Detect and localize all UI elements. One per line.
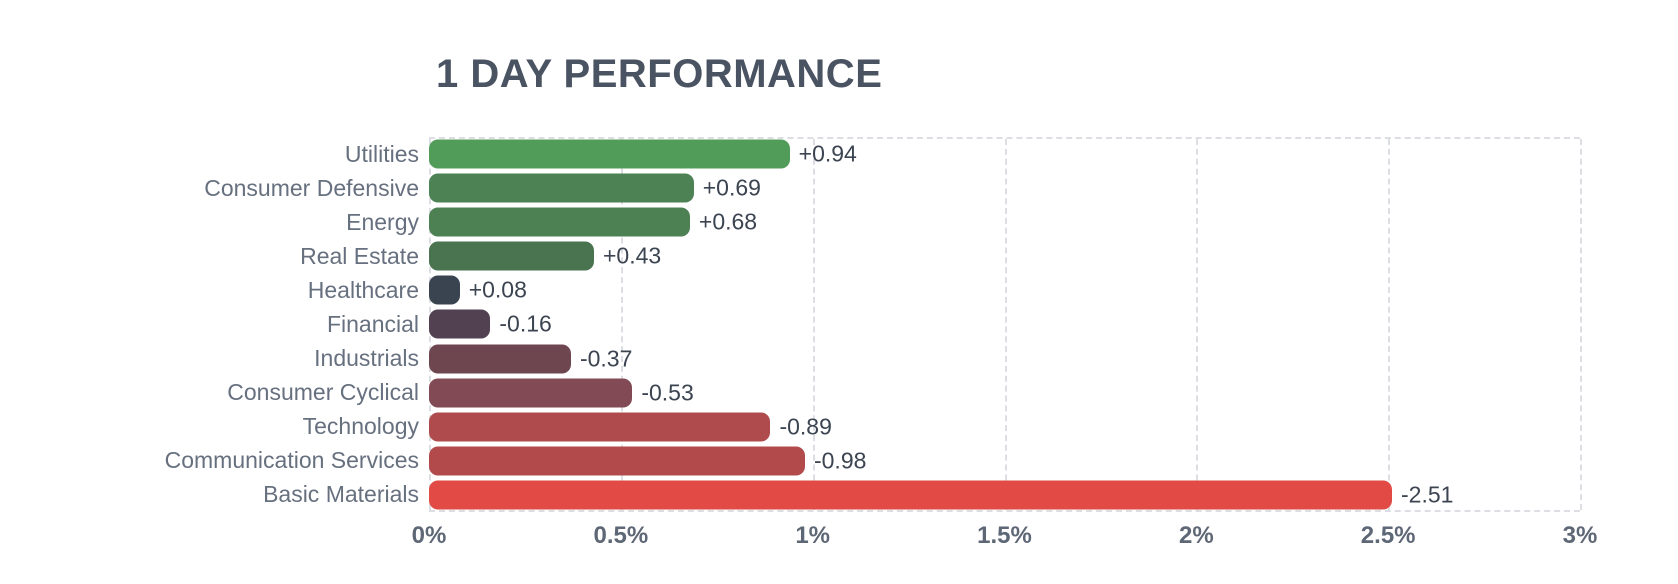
bar-row-utilities: Utilities +0.94 — [0, 137, 1678, 171]
gridline-1-5- — [1004, 139, 1007, 510]
bar-rows: Utilities +0.94 Consumer Defensive +0.69 Ene… — [0, 137, 1678, 512]
gridline-0-5- — [620, 139, 623, 510]
bar-row-consumer-cyclical: Consumer Cyclical -0.53 — [0, 376, 1678, 410]
category-label-consumer-defensive: Consumer Defensive — [204, 174, 419, 201]
bar-real-estate — [429, 241, 594, 271]
bar-consumer-defensive — [429, 173, 694, 203]
x-tick-1-: 1% — [795, 522, 830, 549]
x-axis: 0% 0.5% 1% 1.5% 2% 2.5% 3% — [412, 512, 1598, 558]
value-label-communication-services: -0.98 — [813, 447, 867, 474]
x-tick-3-: 3% — [1562, 522, 1598, 549]
bar-track-utilities: +0.94 — [429, 137, 1580, 171]
x-tick-1-5-: 1.5% — [977, 522, 1032, 549]
bar-row-technology: Technology -0.89 — [0, 410, 1678, 444]
gridline-2-5- — [1388, 139, 1391, 510]
chart-title: 1 DAY PERFORMANCE — [436, 52, 883, 96]
bar-healthcare — [429, 275, 460, 305]
bar-financial — [429, 309, 491, 339]
value-label-basic-materials: -2.51 — [1401, 481, 1454, 508]
category-label-technology: Technology — [302, 413, 419, 440]
category-label-communication-services: Communication Services — [164, 447, 419, 474]
bar-row-industrials: Industrials -0.37 — [0, 341, 1678, 375]
bar-consumer-cyclical — [429, 378, 633, 408]
value-label-consumer-defensive: +0.69 — [702, 174, 761, 201]
bar-technology — [429, 412, 771, 442]
bar-row-consumer-defensive: Consumer Defensive +0.69 — [0, 171, 1678, 205]
bar-track-financial: -0.16 — [429, 307, 1580, 341]
bar-track-technology: -0.89 — [429, 410, 1580, 444]
gridline-3- — [1580, 139, 1582, 510]
value-label-utilities: +0.94 — [798, 140, 857, 167]
bar-basic-materials — [429, 480, 1392, 510]
value-label-consumer-cyclical: -0.53 — [641, 379, 694, 406]
bar-row-financial: Financial -0.16 — [0, 307, 1678, 341]
value-label-energy: +0.68 — [698, 208, 758, 235]
value-label-real-estate: +0.43 — [602, 242, 662, 269]
value-label-industrials: -0.37 — [579, 345, 633, 371]
value-label-technology: -0.89 — [779, 413, 832, 440]
gridline-1- — [812, 139, 815, 510]
category-label-real-estate: Real Estate — [300, 242, 419, 269]
x-tick-0-5-: 0.5% — [593, 522, 649, 549]
bar-utilities — [429, 139, 790, 169]
value-label-healthcare: +0.08 — [468, 276, 527, 303]
bar-industrials — [429, 344, 571, 373]
category-label-healthcare: Healthcare — [307, 276, 419, 303]
bar-row-healthcare: Healthcare +0.08 — [0, 273, 1678, 307]
bar-row-basic-materials: Basic Materials -2.51 — [0, 478, 1678, 512]
bar-track-healthcare: +0.08 — [429, 273, 1580, 307]
gridline-2- — [1196, 139, 1199, 510]
category-label-consumer-cyclical: Consumer Cyclical — [227, 379, 419, 406]
bar-track-real-estate: +0.43 — [429, 239, 1580, 273]
bar-row-energy: Energy +0.68 — [0, 205, 1678, 239]
bar-row-communication-services: Communication Services -0.98 — [0, 444, 1678, 478]
bar-energy — [429, 207, 690, 237]
bar-track-consumer-cyclical: -0.53 — [429, 376, 1580, 410]
bar-communication-services — [429, 446, 805, 476]
bar-track-basic-materials: -2.51 — [429, 478, 1580, 512]
x-tick-2-5-: 2.5% — [1360, 522, 1416, 549]
category-label-financial: Financial — [326, 310, 419, 337]
bar-row-real-estate: Real Estate +0.43 — [0, 239, 1678, 273]
value-label-financial: -0.16 — [499, 310, 552, 337]
category-label-utilities: Utilities — [344, 140, 419, 167]
bar-track-industrials: -0.37 — [429, 341, 1580, 375]
x-tick-0-: 0% — [411, 522, 447, 549]
x-tick-2-: 2% — [1178, 522, 1214, 549]
bar-track-consumer-defensive: +0.69 — [429, 171, 1580, 205]
bar-track-energy: +0.68 — [429, 205, 1580, 239]
category-label-energy: Energy — [346, 208, 419, 235]
category-label-industrials: Industrials — [314, 345, 419, 371]
category-label-basic-materials: Basic Materials — [263, 481, 419, 508]
bar-track-communication-services: -0.98 — [429, 444, 1580, 478]
